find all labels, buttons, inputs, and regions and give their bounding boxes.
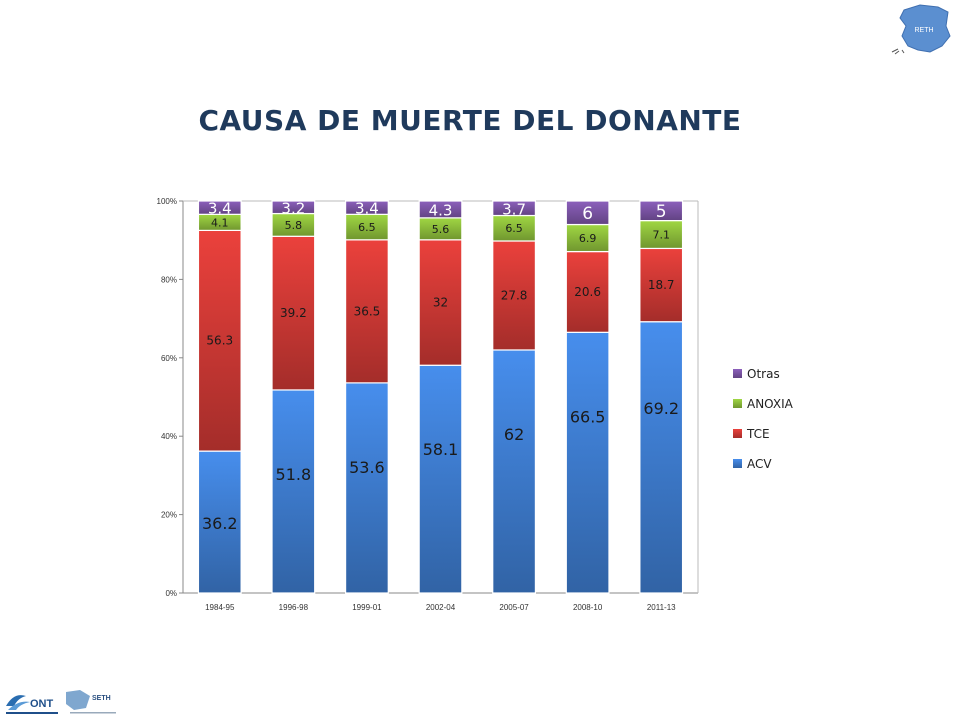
x-tick-label: 2011-13 (647, 603, 676, 612)
bar-otras-1999-01 (344, 200, 389, 215)
data-label: 58.1 (423, 440, 459, 459)
bar-otras-1996-98 (271, 200, 316, 215)
bar-acv-2005-07 (492, 349, 537, 594)
y-tick-label: 0% (165, 589, 177, 598)
svg-text:SETH: SETH (92, 695, 111, 702)
legend-swatch-tce (733, 429, 742, 438)
bar-acv-1996-98 (271, 389, 316, 594)
data-label: 3.2 (281, 199, 305, 217)
x-tick-label: 1996-98 (279, 603, 309, 612)
data-label: 36.5 (354, 304, 381, 318)
data-label: 5.8 (285, 219, 303, 232)
ont-logo: ONT (6, 695, 58, 714)
x-tick-label: 2008-10 (573, 603, 603, 612)
svg-text:RETH: RETH (914, 27, 933, 34)
bar-otras-1984-95 (197, 200, 242, 215)
data-label: 5 (656, 202, 667, 222)
data-label: 6.5 (505, 222, 523, 235)
data-label: 66.5 (570, 407, 606, 426)
data-label: 3.4 (208, 200, 232, 218)
y-tick-label: 40% (161, 432, 177, 441)
bar-otras-2002-04 (418, 200, 463, 219)
bar-acv-2002-04 (418, 364, 463, 594)
data-label: 18.7 (648, 278, 675, 292)
bar-tce-2005-07 (492, 240, 537, 351)
data-label: 27.8 (501, 288, 528, 302)
data-label: 32 (433, 296, 448, 310)
bar-acv-2008-10 (565, 331, 610, 594)
bar-anoxia-2005-07 (492, 214, 537, 242)
legend-swatch-otras (733, 369, 742, 378)
data-label: 6 (582, 204, 593, 224)
y-tick-label: 20% (161, 511, 177, 520)
bar-tce-1996-98 (271, 235, 316, 391)
data-label: 53.6 (349, 458, 385, 477)
bar-tce-2002-04 (418, 239, 463, 366)
data-label: 20.6 (574, 285, 601, 299)
data-label: 39.2 (280, 306, 307, 320)
x-tick-label: 2002-04 (426, 603, 456, 612)
x-tick-label: 1999-01 (352, 603, 382, 612)
y-tick-label: 60% (161, 354, 177, 363)
reth-logo: RETH (891, 4, 951, 55)
data-label: 4.3 (429, 201, 453, 219)
data-label: 5.6 (432, 223, 450, 236)
data-label: 69.2 (643, 399, 679, 418)
y-tick-label: 100% (157, 197, 177, 206)
data-label: 7.1 (652, 229, 670, 242)
x-tick-label: 2005-07 (499, 603, 529, 612)
footer-logos: ONT SETH (6, 690, 116, 714)
page-title: CAUSA DE MUERTE DEL DONANTE (198, 104, 742, 137)
legend-label: Otras (747, 367, 780, 381)
bar-otras-2008-10 (565, 200, 610, 226)
svg-text:ONT: ONT (30, 698, 54, 710)
bar-anoxia-2011-13 (639, 220, 684, 250)
data-label: 3.7 (502, 200, 526, 218)
x-tick-label: 1984-95 (205, 603, 235, 612)
legend-label: TCE (746, 427, 770, 441)
bar-otras-2005-07 (492, 200, 537, 217)
bar-otras-2011-13 (639, 200, 684, 222)
seth-logo: SETH (66, 690, 116, 714)
data-label: 36.2 (202, 514, 238, 533)
bar-tce-2011-13 (639, 247, 684, 323)
data-label: 62 (504, 425, 524, 444)
bar-acv-1999-01 (344, 382, 389, 594)
data-label: 3.4 (355, 200, 379, 218)
legend-swatch-anoxia (733, 399, 742, 408)
bar-acv-2011-13 (639, 321, 684, 594)
data-label: 4.1 (211, 216, 229, 229)
data-label: 6.9 (579, 232, 597, 245)
legend-label: ANOXIA (747, 397, 794, 411)
bar-tce-1984-95 (197, 229, 242, 452)
legend-swatch-acv (733, 459, 742, 468)
data-label: 51.8 (276, 465, 312, 484)
legend-label: ACV (747, 457, 772, 471)
data-label: 56.3 (206, 334, 233, 348)
y-tick-label: 80% (161, 275, 177, 284)
bar-tce-1999-01 (344, 239, 389, 384)
data-label: 6.5 (358, 221, 376, 234)
